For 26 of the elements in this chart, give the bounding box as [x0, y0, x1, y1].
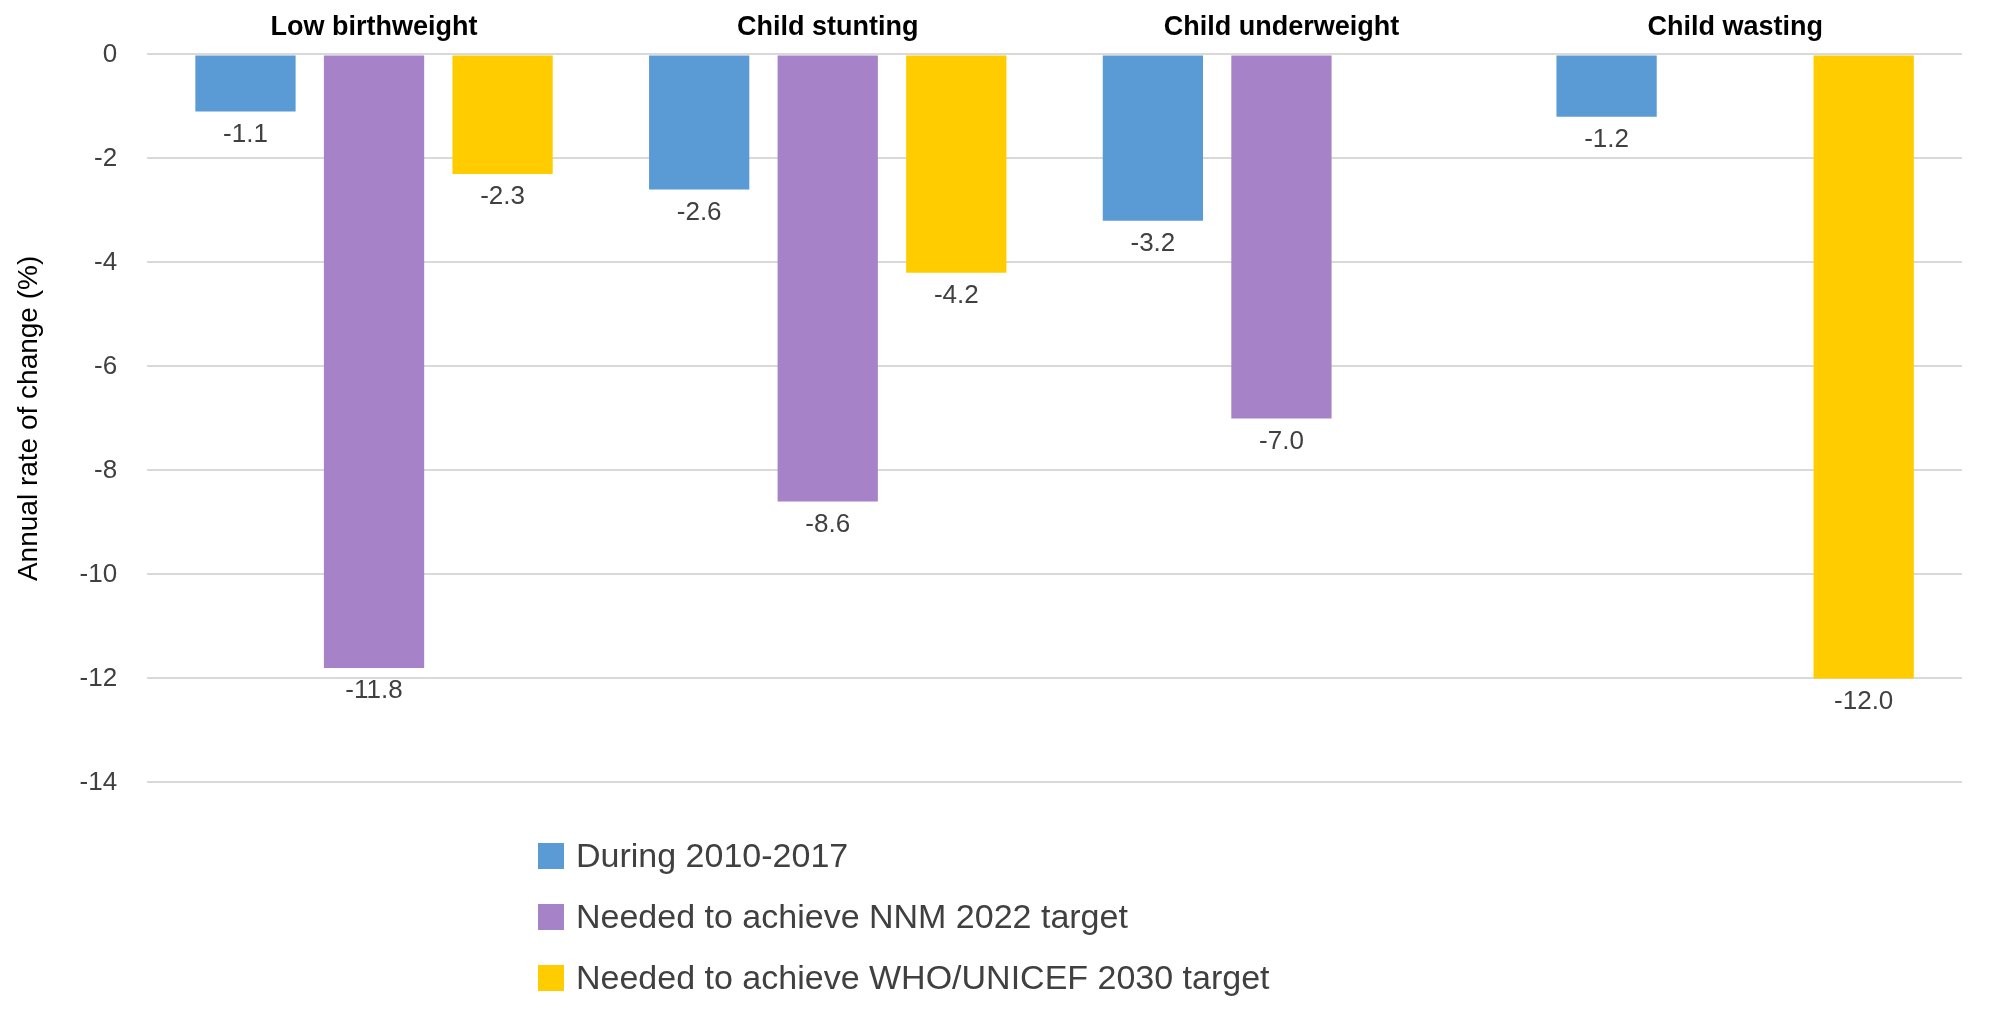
data-label: -1.2 [1584, 122, 1629, 153]
y-axis-title: Annual rate of change (%) [11, 255, 43, 582]
data-label: -2.6 [676, 195, 722, 226]
data-label: -3.2 [1130, 226, 1176, 257]
data-label: -1.1 [223, 117, 268, 148]
data-label: -4.2 [933, 278, 979, 309]
legend-label: Needed to achieve NNM 2022 target [576, 897, 1128, 936]
data-label: -2.3 [480, 180, 525, 211]
y-tick-label: 0 [102, 37, 118, 68]
legend-label: During 2010-2017 [576, 836, 849, 875]
y-tick-label: -12 [79, 661, 118, 692]
x-tick-label: Low birthweight [270, 10, 478, 41]
legend-label: Needed to achieve WHO/UNICEF 2030 target [576, 958, 1270, 997]
data-label: -8.6 [805, 507, 851, 538]
x-tick-label: Child wasting [1647, 10, 1823, 41]
y-tick-label: -2 [94, 141, 118, 172]
x-tick-label: Child underweight [1163, 10, 1400, 41]
y-tick-label: -4 [94, 245, 118, 276]
y-tick-label: -8 [94, 453, 118, 484]
y-tick-label: -10 [79, 557, 118, 588]
y-tick-label: -14 [79, 765, 118, 796]
data-label: -12.0 [1834, 684, 1894, 715]
x-tick-label: Child stunting [737, 10, 919, 41]
y-tick-label: -6 [94, 349, 118, 380]
data-label: -7.0 [1259, 424, 1304, 455]
data-label: -11.8 [345, 674, 403, 705]
